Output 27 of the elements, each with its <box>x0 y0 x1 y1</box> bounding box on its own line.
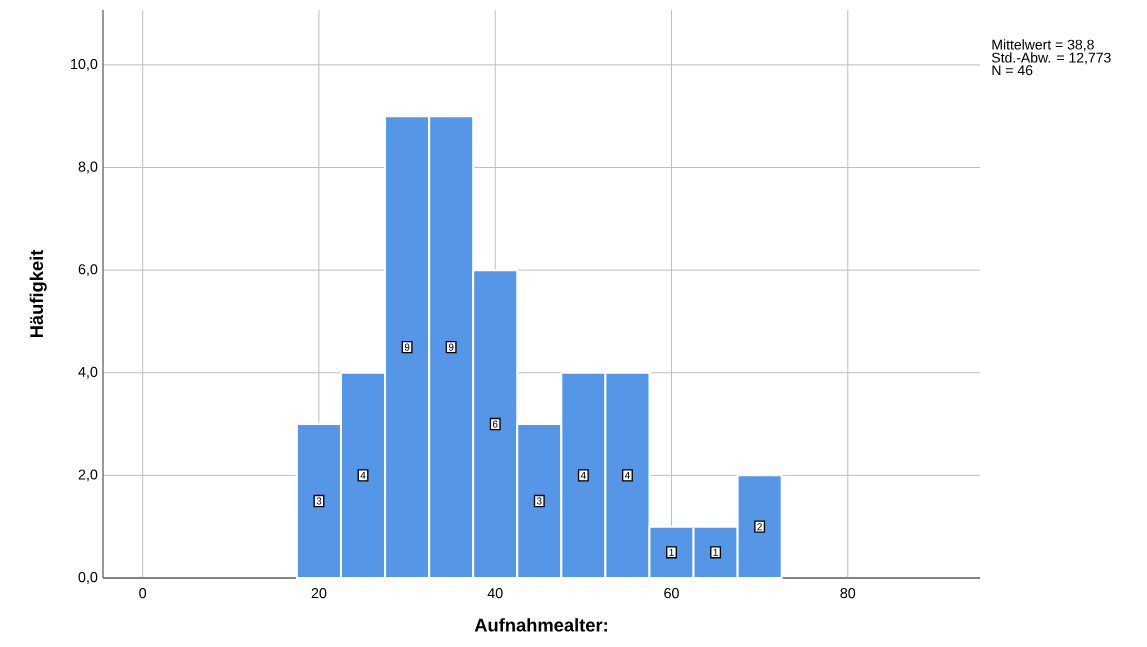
x-tick-label: 60 <box>664 588 679 599</box>
x-axis-title: Aufnahmealter: <box>474 618 607 632</box>
x-tick-label: 40 <box>487 588 503 599</box>
y-tick-label: 6,0 <box>78 264 98 277</box>
data-label: 4 <box>360 471 366 479</box>
text: Mittelwert = 38,8 <box>992 39 1094 52</box>
y-tick-label: 0,0 <box>78 572 98 584</box>
y-tick-label: 2,0 <box>78 469 98 482</box>
x-tick-label: 20 <box>311 588 327 599</box>
x-tick-label: 80 <box>840 588 856 599</box>
data-label: 6 <box>492 420 498 428</box>
data-label: 9 <box>448 343 454 351</box>
y-tick-label: 10,0 <box>71 58 98 71</box>
text: N = 46 <box>992 65 1033 76</box>
data-label: 1 <box>713 548 718 556</box>
data-label: 2 <box>757 523 762 531</box>
y-tick-label: 4,0 <box>78 366 98 379</box>
data-label: 1 <box>669 548 674 556</box>
data-label: 4 <box>624 471 630 479</box>
data-label: 9 <box>404 343 410 351</box>
data-label: 3 <box>536 497 542 505</box>
text: Std.-Abw. = 12,773 <box>991 52 1111 65</box>
y-axis-title: Häufigkeit <box>29 249 47 338</box>
y-tick-label: 8,0 <box>78 161 98 174</box>
data-label: 4 <box>580 471 586 479</box>
x-tick-label: 0 <box>139 588 147 599</box>
data-label: 3 <box>316 497 322 505</box>
